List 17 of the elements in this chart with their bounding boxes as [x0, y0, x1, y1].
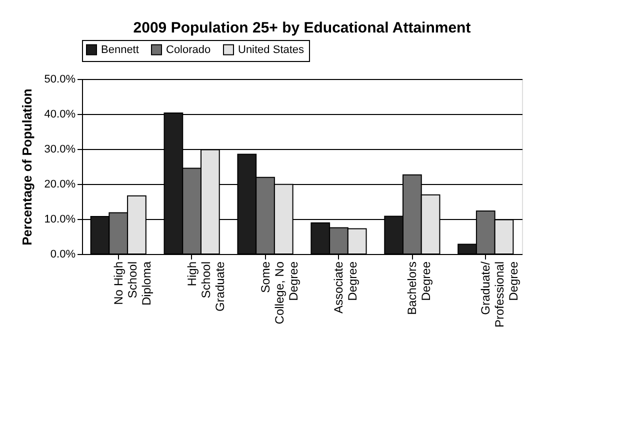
x-tick-label: Graduate/ Professional Degree — [478, 260, 521, 328]
y-axis-title: Percentage of Population — [19, 88, 34, 246]
legend-label: Bennett — [101, 44, 139, 56]
y-tick-label: 0.0% — [50, 248, 76, 260]
y-tick-label: 10.0% — [44, 214, 76, 226]
x-tick-label: High School Graduate — [184, 261, 227, 312]
x-tick-label: No High School Diploma — [111, 261, 154, 306]
y-tick-label: 40.0% — [44, 108, 76, 120]
chart-title: 2009 Population 25+ by Educational Attainment — [133, 20, 471, 36]
x-tick-label: Bachelors Degree — [405, 261, 434, 315]
y-tick-label: 30.0% — [44, 144, 76, 156]
x-tick-label: Some College, No Degree — [258, 261, 300, 324]
y-tick-label: 20.0% — [44, 178, 76, 190]
x-tick-label: Associate Degree — [332, 261, 360, 314]
y-tick-label: 50.0% — [44, 74, 76, 86]
legend-label: United States — [238, 44, 305, 56]
legend-label: Colorado — [166, 44, 211, 56]
